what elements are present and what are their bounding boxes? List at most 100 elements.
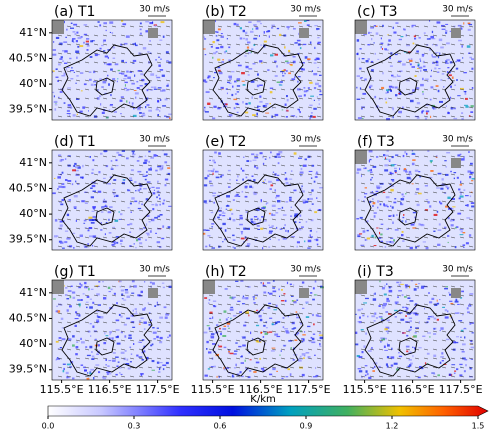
wind-vector [226, 357, 232, 360]
wind-vector [405, 106, 411, 109]
wind-vector [84, 245, 90, 248]
wind-vector [459, 79, 465, 82]
field-speckle [84, 281, 87, 285]
wind-vector [307, 245, 313, 248]
wind-vector [262, 25, 268, 28]
field-speckle [267, 69, 270, 71]
field-speckle [299, 214, 302, 217]
field-speckle [74, 207, 77, 209]
field-speckle [102, 81, 107, 84]
panel-frame [51, 19, 173, 121]
field-speckle [138, 70, 142, 72]
field-speckle [130, 314, 133, 317]
field-speckle [128, 101, 131, 104]
wind-vector [156, 303, 162, 306]
field-speckle [252, 28, 254, 30]
field-speckle [252, 296, 256, 298]
wind-vector [57, 70, 63, 73]
field-speckle [315, 238, 319, 242]
field-speckle [118, 218, 122, 220]
field-speckle [156, 304, 160, 306]
field-speckle [86, 306, 88, 309]
wind-vector [253, 236, 259, 239]
wind-vector [387, 106, 393, 109]
field-speckle [229, 352, 234, 355]
field-speckle [466, 217, 471, 219]
wind-vector [244, 79, 250, 82]
wind-vector [102, 366, 108, 369]
field-speckle [388, 39, 391, 42]
field-speckle [384, 154, 389, 157]
wind-vector [147, 115, 153, 118]
wind-vector [450, 375, 456, 378]
field-speckle [225, 88, 228, 90]
field-speckle [268, 212, 271, 215]
field-speckle [271, 225, 274, 228]
wind-vector [66, 294, 72, 297]
field-speckle [397, 296, 399, 298]
field-speckle [97, 344, 100, 347]
wind-vector [147, 218, 153, 221]
field-speckle [398, 312, 403, 314]
wind-vector [307, 321, 313, 324]
field-speckle [459, 153, 462, 155]
wind-vector [280, 348, 286, 351]
field-speckle [120, 351, 125, 354]
wind-vector [441, 191, 447, 194]
wind-vector [138, 52, 144, 55]
wind-vector [217, 236, 223, 239]
field-speckle [103, 50, 106, 52]
field-speckle [403, 28, 406, 31]
wind-vector [387, 79, 393, 82]
field-speckle [96, 310, 100, 313]
field-speckle [363, 167, 367, 170]
field-speckle [64, 62, 68, 64]
field-speckle [56, 305, 58, 307]
field-speckle [231, 296, 236, 298]
field-speckle [262, 336, 265, 338]
field-speckle [261, 309, 264, 311]
field-speckle [470, 202, 475, 204]
field-speckle [151, 204, 155, 206]
field-speckle [231, 212, 234, 215]
field-speckle [129, 177, 133, 179]
field-speckle [310, 236, 313, 238]
wind-vector [84, 52, 90, 55]
wind-vector [120, 115, 126, 118]
wind-vector [441, 339, 447, 342]
wind-vector [262, 375, 268, 378]
wind-vector [165, 164, 171, 167]
field-speckle [239, 214, 243, 217]
field-speckle [80, 72, 84, 74]
wind-vector [468, 164, 474, 167]
field-speckle [63, 102, 66, 104]
field-speckle [145, 239, 147, 241]
wind-vector [84, 61, 90, 64]
field-speckle [203, 48, 206, 50]
wind-vector [396, 97, 402, 100]
field-speckle [315, 314, 319, 317]
wind-vector [468, 366, 474, 369]
field-speckle [461, 290, 464, 293]
field-speckle [420, 287, 425, 289]
field-speckle [159, 99, 162, 101]
wind-vector [84, 25, 90, 28]
field-speckle [220, 174, 224, 177]
field-speckle [109, 31, 111, 33]
field-speckle [416, 102, 421, 105]
field-speckle [120, 113, 122, 115]
field-speckle [245, 211, 249, 213]
field-speckle [304, 158, 307, 161]
wind-vector [84, 106, 90, 109]
wind-vector [387, 294, 393, 297]
field-speckle [425, 110, 430, 113]
wind-vector [307, 61, 313, 64]
field-speckle [78, 314, 81, 317]
field-speckle [383, 204, 388, 207]
field-speckle [291, 300, 294, 302]
panel-label: (h) T2 [205, 264, 247, 280]
wind-vector [414, 236, 420, 239]
field-speckle [319, 90, 322, 93]
wind-vector [423, 191, 429, 194]
field-speckle [218, 72, 223, 75]
